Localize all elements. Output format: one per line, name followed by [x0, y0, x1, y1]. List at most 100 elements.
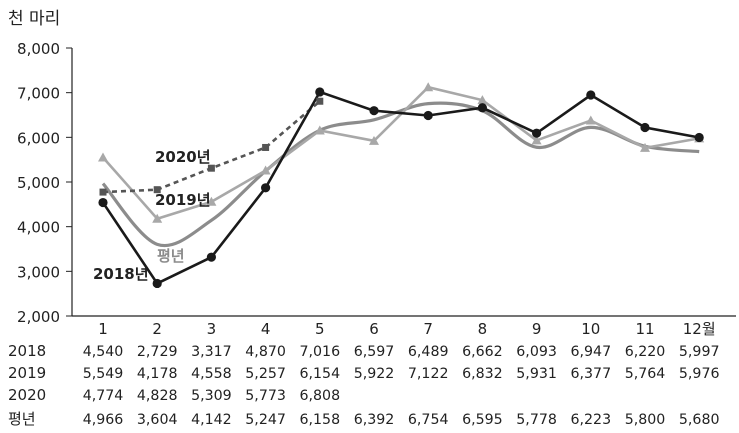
table-row-header: 평년: [8, 410, 36, 428]
y-tick-label: 2,000: [17, 308, 60, 326]
table-cell: 4,828: [137, 388, 178, 404]
data-point-2018: [586, 90, 596, 100]
table-cell: 6,158: [299, 412, 340, 428]
x-tick-label: 4: [261, 320, 271, 338]
table-cell: 5,680: [679, 412, 720, 428]
series-label-2018: 2018년: [93, 265, 149, 283]
table-cell: 4,966: [83, 412, 124, 428]
unit-label: 천 마리: [8, 9, 60, 29]
data-point-2019: [369, 135, 379, 145]
x-tick-label: 9: [532, 320, 542, 338]
table-cell: 6,154: [299, 366, 340, 382]
table-cell: 6,754: [408, 412, 449, 428]
table-cell: 4,178: [137, 366, 178, 382]
table-cell: 4,558: [191, 366, 232, 382]
data-point-2018: [694, 132, 704, 143]
data-point-2019: [423, 82, 434, 92]
data-point-2019: [98, 152, 108, 162]
table-cell: 3,317: [191, 344, 232, 360]
series-label-avg: 평년: [157, 247, 185, 265]
table-cell: 2,729: [137, 344, 178, 360]
table-cell: 6,808: [299, 388, 340, 404]
data-point-2019: [640, 142, 650, 152]
table-row-header: 2019: [8, 364, 46, 382]
table-cell: 6,662: [462, 344, 503, 360]
table-cell: 6,223: [570, 412, 611, 428]
x-tick-label: 8: [478, 320, 488, 338]
table-cell: 5,247: [245, 412, 286, 428]
data-point-2018: [261, 183, 271, 193]
data-point-2019: [477, 95, 488, 105]
y-tick-label: 6,000: [17, 129, 60, 147]
y-tick-label: 4,000: [17, 219, 60, 237]
x-tick-label: 1: [98, 320, 108, 338]
data-point-2018: [315, 87, 325, 97]
series-markers: [98, 82, 705, 289]
y-tick-label: 8,000: [17, 40, 60, 58]
table-cell: 5,976: [679, 366, 720, 382]
table-cell: 3,604: [137, 412, 178, 428]
series-line-2020: [102, 100, 321, 194]
table-cell: 6,595: [462, 412, 503, 428]
data-table: 2018 4,540 2,729 3,317 4,870 7,016 6,597 6,489 6…: [8, 342, 720, 428]
y-axis: 2,000 3,000 4,000 5,000 6,000 7,000 8,000: [17, 40, 72, 326]
data-point-2020: [207, 164, 215, 172]
table-cell: 4,774: [83, 388, 124, 404]
table-cell: 5,997: [679, 344, 720, 360]
data-point-2019: [260, 165, 271, 175]
table-cell: 4,142: [191, 412, 232, 428]
x-axis: 1 2 3 4 5 6 7 8 9 10 11 12월: [98, 320, 715, 338]
table-cell: 4,870: [245, 344, 286, 360]
table-cell: 5,773: [245, 388, 286, 404]
data-point-2019: [531, 135, 542, 145]
data-point-2018: [206, 252, 216, 262]
table-cell: 5,257: [245, 366, 286, 382]
data-point-2018: [98, 197, 108, 208]
data-point-2018: [369, 106, 379, 116]
table-cell: 6,832: [462, 366, 503, 382]
table-cell: 6,489: [408, 344, 449, 360]
x-tick-label: 5: [315, 320, 325, 338]
table-cell: 6,392: [354, 412, 395, 428]
series-line-avg: [101, 101, 700, 248]
x-tick-label: 6: [369, 320, 379, 338]
table-cell: 5,309: [191, 388, 232, 404]
table-cell: 5,549: [83, 366, 124, 382]
data-point-2018: [423, 110, 433, 121]
series-line-2018: [101, 90, 700, 286]
y-tick-label: 3,000: [17, 263, 60, 281]
table-cell: 5,778: [516, 412, 557, 428]
data-point-2018: [532, 128, 542, 138]
data-point-2018: [477, 103, 487, 113]
table-row-header: 2018: [8, 342, 46, 360]
table-cell: 6,220: [625, 344, 666, 360]
data-point-2018: [152, 278, 162, 289]
x-tick-label: 3: [207, 320, 217, 338]
data-point-2020: [316, 97, 324, 105]
x-tick-label: 7: [423, 320, 433, 338]
table-cell: 6,093: [516, 344, 557, 360]
x-tick-label: 10: [581, 320, 600, 338]
data-point-2019: [206, 196, 217, 206]
data-point-2019: [152, 213, 163, 223]
x-tick-label: 12월: [683, 320, 716, 338]
data-point-2020: [262, 143, 270, 151]
y-tick-label: 5,000: [17, 174, 60, 192]
table-cell: 4,540: [83, 344, 124, 360]
table-cell: 7,122: [408, 366, 449, 382]
table-cell: 5,800: [625, 412, 666, 428]
series-label-2019: 2019년: [155, 191, 211, 209]
table-cell: 6,597: [354, 344, 395, 360]
table-cell: 5,922: [354, 366, 395, 382]
y-tick-label: 7,000: [17, 85, 60, 103]
table-cell: 5,764: [625, 366, 666, 382]
data-point-2020: [99, 188, 107, 196]
x-tick-label: 2: [152, 320, 162, 338]
data-point-2019: [314, 125, 325, 135]
data-point-2018: [640, 122, 650, 133]
data-point-2019: [585, 115, 596, 125]
series-label-2020: 2020년: [155, 148, 211, 166]
series-lines: [101, 85, 700, 286]
